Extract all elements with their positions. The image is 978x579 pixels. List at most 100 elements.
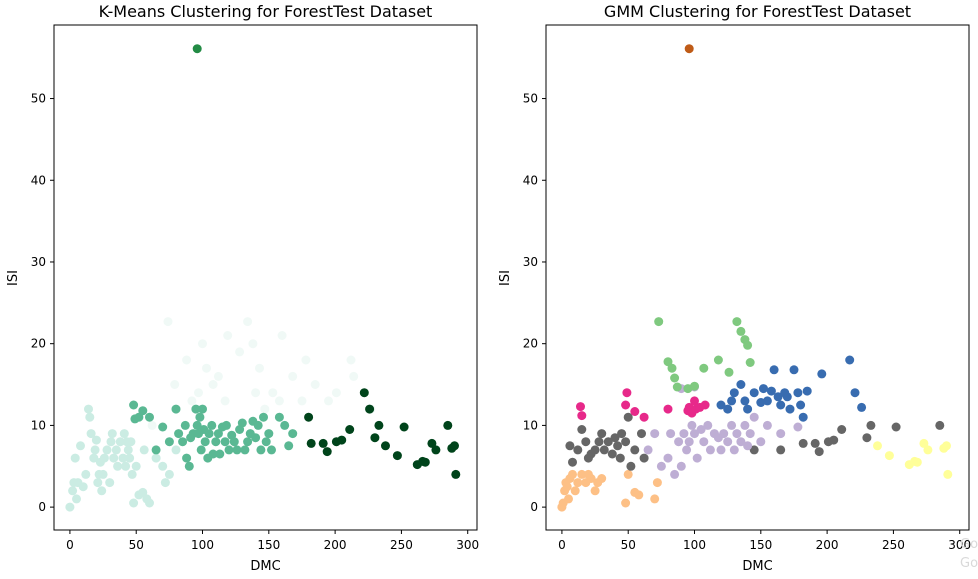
kmeans-cluster-2-point: [264, 429, 274, 439]
kmeans-y-ticks: 0 10 20 30 40 50: [31, 92, 54, 514]
gmm-cluster-5-point: [749, 388, 759, 398]
kmeans-cluster-2-point: [221, 420, 231, 430]
kmeans-y-tick-label: 50: [31, 92, 46, 106]
gmm-cluster-2-point: [740, 420, 750, 430]
gmm-cluster-5-point: [759, 384, 768, 394]
gmm-cluster-1-point: [603, 437, 613, 447]
kmeans-cluster-2-point: [207, 420, 217, 430]
kmeans-plot-frame: [53, 24, 478, 531]
kmeans-y-axis-label: ISI: [6, 270, 21, 286]
gmm-cluster-3-point: [630, 407, 640, 416]
gmm-cluster-5-point: [845, 355, 855, 365]
kmeans-y-tick-label: 20: [31, 337, 46, 351]
kmeans-cluster-1-point: [76, 441, 85, 451]
kmeans-cluster-0-point: [331, 388, 341, 398]
kmeans-cluster-0-point: [223, 331, 233, 340]
gmm-cluster-3-point: [700, 400, 710, 410]
gmm-cluster-2-point: [676, 461, 686, 471]
gmm-y-tick-label: 30: [523, 255, 538, 269]
gmm-cluster-5-point: [793, 388, 803, 398]
kmeans-x-tick-label: 100: [191, 538, 214, 552]
gmm-cluster-1-point: [935, 420, 945, 430]
gmm-cluster-0-point: [568, 469, 577, 479]
kmeans-chart: K-Means Clustering for ForestTest Datase…: [6, 2, 479, 574]
kmeans-x-ticks: 0 50 100 150 200 250 300: [66, 530, 479, 552]
gmm-cluster-5-point: [762, 396, 772, 406]
kmeans-cluster-0-point: [255, 363, 264, 373]
kmeans-cluster-0-point: [268, 388, 278, 398]
gmm-cluster-2-point: [687, 420, 697, 430]
gmm-cluster-0-point: [562, 482, 572, 492]
gmm-cluster-0-point: [634, 490, 644, 500]
gmm-cluster-0-point: [650, 494, 660, 504]
kmeans-cluster-1-point: [68, 486, 78, 496]
gmm-cluster-3-point: [663, 404, 673, 414]
gmm-cluster-2-point: [756, 437, 766, 447]
gmm-cluster-2-point: [650, 429, 660, 439]
kmeans-cluster-0-point: [288, 371, 298, 381]
kmeans-cluster-2-point: [182, 453, 192, 463]
gmm-cluster-4-point: [732, 317, 742, 327]
gmm-cluster-4-point: [736, 326, 746, 336]
kmeans-x-tick-label: 0: [66, 538, 74, 552]
gmm-y-tick-label: 10: [523, 418, 538, 432]
kmeans-cluster-3-point: [359, 388, 369, 398]
kmeans-cluster-0-point: [202, 363, 211, 373]
gmm-cluster-1-point: [568, 457, 577, 467]
gmm-cluster-2-point: [696, 425, 706, 434]
gmm-cluster-1-point: [610, 433, 620, 443]
kmeans-cluster-2-point: [204, 429, 214, 439]
kmeans-cluster-2-point: [259, 412, 268, 422]
kmeans-cluster-1-point: [119, 429, 129, 439]
kmeans-cluster-1-point: [127, 469, 137, 479]
gmm-cluster-3-point: [690, 396, 699, 406]
gmm-cluster-2-point: [743, 441, 753, 451]
kmeans-cluster-2-point: [237, 418, 247, 428]
kmeans-cluster-1-point: [129, 498, 139, 508]
kmeans-cluster-2-point: [215, 449, 225, 459]
kmeans-cluster-1-point: [123, 445, 133, 455]
gmm-cluster-7-point: [684, 44, 694, 54]
kmeans-cluster-0-point: [243, 317, 253, 327]
gmm-cluster-5-point: [796, 400, 806, 410]
gmm-cluster-1-point: [597, 429, 607, 439]
kmeans-cluster-0-point: [198, 339, 207, 349]
kmeans-cluster-1-point: [118, 453, 128, 463]
kmeans-cluster-2-point: [192, 420, 202, 430]
kmeans-cluster-0-point: [260, 404, 270, 414]
kmeans-cluster-0-point: [220, 396, 230, 406]
gmm-cluster-4-point: [667, 363, 677, 373]
kmeans-cluster-2-point: [158, 422, 168, 432]
kmeans-cluster-3-point: [345, 425, 355, 434]
gmm-cluster-1-point: [862, 433, 872, 443]
gmm-cluster-5-point: [857, 402, 867, 412]
gmm-x-tick-label: 0: [558, 538, 566, 552]
gmm-cluster-6-point: [943, 469, 953, 479]
gmm-cluster-2-point: [727, 420, 737, 430]
kmeans-cluster-1-point: [70, 453, 80, 463]
gmm-cluster-2-point: [745, 429, 755, 439]
kmeans-cluster-1-point: [65, 502, 75, 512]
kmeans-cluster-2-point: [171, 404, 181, 414]
kmeans-cluster-4-point: [192, 44, 202, 54]
gmm-cluster-5-point: [769, 365, 779, 375]
gmm-chart-title: GMM Clustering for ForestTest Dataset: [604, 2, 911, 21]
kmeans-cluster-1-point: [90, 445, 100, 455]
kmeans-cluster-0-point: [235, 347, 245, 357]
kmeans-x-tick-label: 300: [456, 538, 479, 552]
kmeans-cluster-3-point: [451, 469, 461, 479]
kmeans-cluster-1-point: [105, 478, 115, 488]
kmeans-cluster-0-point: [349, 371, 359, 381]
kmeans-y-tick-label: 30: [31, 255, 46, 269]
kmeans-y-tick-label: 40: [31, 173, 46, 187]
kmeans-cluster-2-point: [145, 412, 154, 422]
kmeans-cluster-1-point: [171, 445, 181, 455]
gmm-cluster-1-point: [577, 425, 587, 434]
gmm-cluster-1-point: [749, 445, 759, 455]
gmm-cluster-1-point: [615, 453, 625, 463]
kmeans-cluster-3-point: [370, 433, 380, 443]
kmeans-cluster-1-point: [158, 461, 168, 471]
gmm-chart: GMM Clustering for ForestTest Dataset 0 5…: [498, 2, 971, 574]
kmeans-cluster-0-point: [346, 355, 356, 365]
gmm-cluster-6-point: [884, 451, 894, 461]
